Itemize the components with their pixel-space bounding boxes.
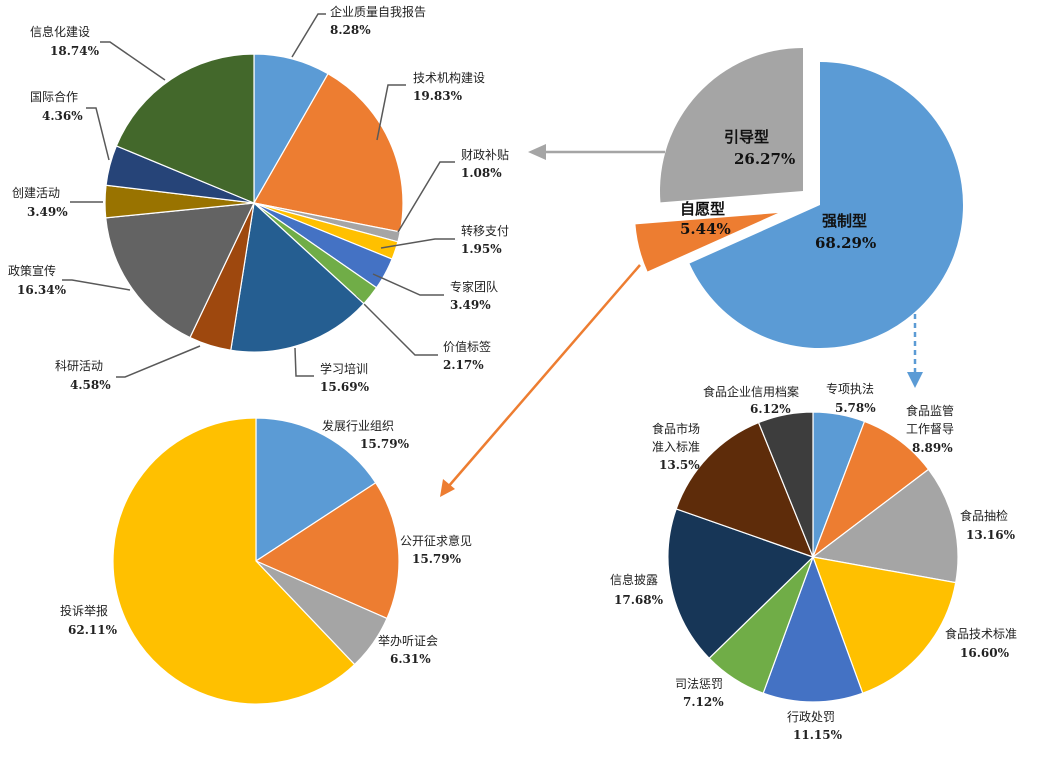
leader-line — [291, 13, 326, 58]
pie-2-slice — [659, 48, 803, 203]
leader-line — [62, 279, 131, 291]
slice-value-label: 5.44% — [680, 220, 731, 238]
slice-value-label: 6.31% — [390, 652, 431, 666]
leader-line — [355, 295, 438, 356]
slice-label: 投诉举报 — [60, 603, 108, 618]
pie-chart-3: 发展行业组织 15.79% 公开征求意见 15.79% 举办听证会 6.31% 投诉举报 62… — [60, 417, 472, 705]
arrowhead-icon — [528, 144, 546, 160]
slice-value-label: 16.34% — [17, 283, 67, 297]
slice-label: 举办听证会 — [378, 633, 438, 648]
slice-label: 财政补贴 — [461, 148, 509, 162]
slice-value-label: 68.29% — [815, 234, 876, 252]
slice-value-label: 1.95% — [461, 242, 502, 256]
slice-label: 科研活动 — [55, 359, 103, 373]
slice-value-label: 26.27% — [734, 150, 795, 168]
leader-line — [376, 84, 406, 141]
slice-label: 学习培训 — [320, 361, 368, 376]
slice-label: 引导型 — [724, 128, 769, 146]
slice-value-label: 15.69% — [320, 380, 370, 394]
arrow-to-pie-3 — [447, 264, 641, 488]
slice-value-label: 11.15% — [793, 728, 843, 742]
slice-label: 发展行业组织 — [322, 418, 394, 433]
leader-line — [100, 41, 166, 81]
arrowhead-icon — [907, 372, 923, 388]
slice-value-label: 4.58% — [70, 378, 111, 392]
pie-1-slice — [115, 53, 255, 204]
arrowhead-icon — [440, 479, 455, 497]
leader-line — [86, 107, 110, 161]
slice-value-label: 6.12% — [750, 402, 791, 416]
slice-value-label: 15.79% — [360, 437, 410, 451]
leader-line — [294, 347, 314, 377]
slice-label: 转移支付 — [461, 223, 509, 238]
slice-label: 食品企业信用档案 — [703, 384, 799, 399]
slice-value-label: 3.49% — [450, 298, 491, 312]
slice-value-label: 15.79% — [412, 552, 462, 566]
slice-value-label: 16.60% — [960, 646, 1010, 660]
slice-label: 食品市场 — [652, 421, 700, 436]
slice-label: 企业质量自我报告 — [330, 4, 426, 19]
slice-label: 食品监管 — [906, 403, 954, 418]
slice-label: 创建活动 — [12, 186, 60, 200]
slice-label: 自愿型 — [680, 200, 725, 218]
pie-4-slice — [812, 556, 957, 694]
slice-label: 行政处罚 — [787, 710, 835, 724]
slice-value-label: 13.5% — [659, 458, 700, 472]
slice-value-label: 18.74% — [50, 44, 100, 58]
slice-label: 公开征求意见 — [400, 533, 472, 548]
slice-value-label: 19.83% — [413, 89, 463, 103]
slice-value-label: 17.68% — [614, 593, 664, 607]
pie-2-slice — [689, 62, 963, 348]
connector-arrows — [440, 144, 923, 497]
pie-2-slice — [635, 213, 778, 272]
pie-3-slice — [254, 481, 400, 620]
slice-label: 工作督导 — [906, 421, 954, 436]
pie-chart-1: 企业质量自我报告 8.28% 技术机构建设 19.83% 财政补贴 1.08% 转移支付 1.… — [8, 4, 509, 394]
pie-1-slice — [230, 201, 365, 353]
slice-value-label: 8.28% — [330, 23, 371, 37]
slice-value-label: 62.11% — [68, 623, 118, 637]
slice-label: 技术机构建设 — [413, 70, 485, 85]
pie-3-slice — [112, 417, 356, 705]
slice-label: 信息披露 — [610, 572, 658, 587]
pie-1-slice — [253, 72, 404, 233]
pie-4-slice — [757, 411, 814, 558]
slice-label: 专项执法 — [826, 381, 874, 396]
pie-chart-2: 强制型 68.29% 自愿型 5.44% 引导型 26.27% — [635, 48, 963, 348]
slice-label: 国际合作 — [30, 89, 78, 104]
slice-label: 食品技术标准 — [945, 626, 1017, 641]
slice-value-label: 1.08% — [461, 166, 502, 180]
leader-line — [372, 273, 444, 296]
slice-label: 强制型 — [822, 212, 867, 230]
slice-label: 信息化建设 — [30, 24, 90, 39]
slice-value-label: 5.78% — [835, 401, 876, 415]
pie-3-slice — [255, 417, 377, 563]
slice-label: 司法惩罚 — [675, 677, 723, 691]
slice-label: 价值标签 — [443, 339, 491, 354]
slice-label: 食品抽检 — [960, 508, 1008, 523]
slice-label: 专家团队 — [450, 279, 498, 294]
slice-label: 准入标准 — [652, 440, 700, 454]
slice-value-label: 2.17% — [443, 358, 484, 372]
leader-line — [380, 238, 455, 249]
slice-label: 政策宣传 — [8, 263, 56, 278]
slice-value-label: 7.12% — [683, 695, 724, 709]
pie-4-slice — [675, 421, 815, 559]
pie-4-slice — [811, 420, 930, 559]
pie-4-slice — [667, 508, 815, 660]
pie-4-slice — [811, 468, 959, 584]
leader-line — [397, 161, 455, 233]
slice-value-label: 4.36% — [42, 109, 83, 123]
leader-line — [116, 345, 201, 378]
slice-value-label: 8.89% — [912, 441, 953, 455]
pie-4-slice — [762, 555, 864, 703]
slice-value-label: 13.16% — [966, 528, 1016, 542]
pie-1-slice — [105, 202, 255, 339]
slice-value-label: 3.49% — [27, 205, 68, 219]
